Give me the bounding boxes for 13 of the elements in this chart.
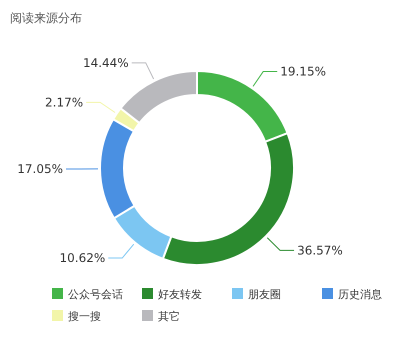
data-label: 14.44% [82,56,129,70]
data-label: 2.17% [45,95,84,110]
data-label: 36.57% [297,243,343,258]
legend-label: 公众号会话 [68,288,123,301]
data-label: 10.62% [59,251,106,266]
legend-label: 历史消息 [338,288,382,301]
legend-label: 好友转发 [158,288,202,301]
legend-label: 其它 [158,310,180,323]
legend-label: 搜一搜 [68,310,101,323]
data-label: 17.05% [17,162,64,176]
data-label: 19.15% [280,64,326,79]
legend-label: 朋友圈 [248,288,281,301]
chart-title: 阅读来源分布 [10,11,82,25]
